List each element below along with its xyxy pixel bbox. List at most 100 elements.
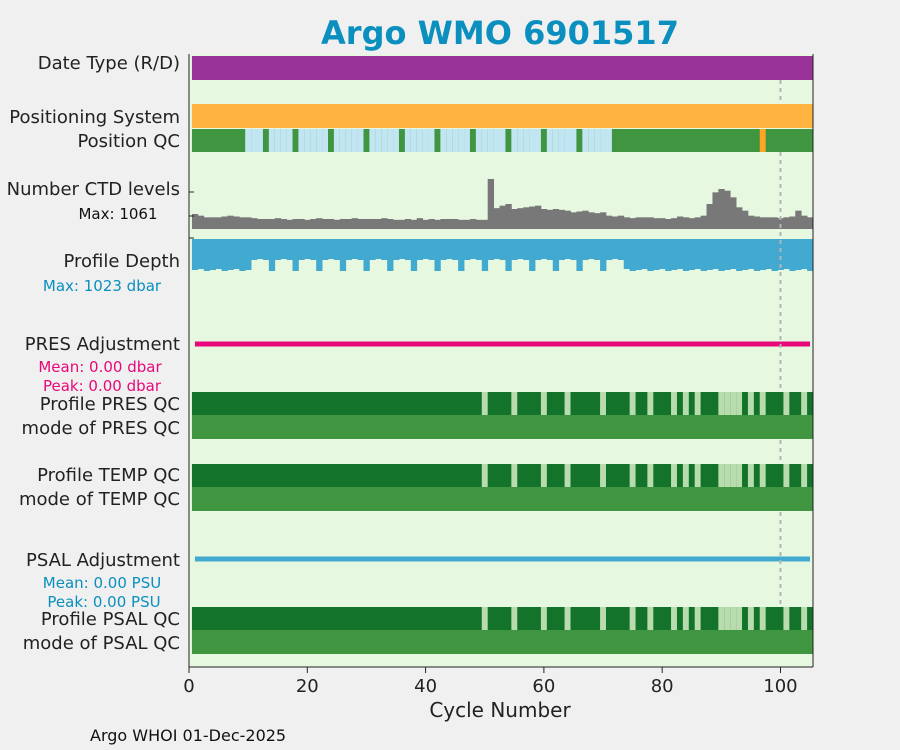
label-mode-temp-qc: mode of TEMP QC (19, 489, 180, 510)
profile-depth-bar (452, 239, 459, 260)
ctd-level-bar (233, 216, 240, 229)
profile-depth-bar (404, 239, 412, 260)
x-tick-label: 0 (183, 676, 194, 697)
ctd-level-bar (653, 218, 660, 229)
profile-depth-bar (410, 239, 418, 271)
position-qc-band (286, 129, 293, 152)
mode-psal-qc-bar (191, 630, 814, 654)
ctd-level-bar (682, 217, 690, 229)
ctd-level-bar (339, 219, 347, 229)
ctd-level-bar (594, 213, 601, 229)
ctd-level-bar (458, 219, 465, 229)
label-mode-psal-qc: mode of PSAL QC (23, 633, 180, 654)
x-axis-ticks: 0 20 40 60 80 100 (183, 191, 798, 697)
profile-depth-bar (227, 239, 234, 270)
position-qc-band (464, 129, 470, 152)
profile-depth-bar (475, 239, 483, 260)
profile-depth-bar (398, 239, 406, 259)
profile-depth-bar (316, 239, 323, 271)
ctd-level-bar (629, 218, 636, 229)
label-profile-temp-qc: Profile TEMP QC (37, 465, 180, 486)
ctd-level-bar (718, 189, 725, 229)
profile-depth-bar (292, 239, 299, 271)
label-profile-depth: Profile Depth (63, 251, 180, 272)
position-qc-band (393, 129, 399, 152)
ctd-level-bar (452, 219, 459, 229)
ctd-level-bar (440, 219, 447, 229)
profile-pres-qc-band (724, 392, 731, 415)
ctd-level-bar (540, 209, 548, 229)
position-qc-band (564, 129, 571, 152)
position-qc-band (351, 129, 358, 152)
position-qc-band (310, 129, 317, 152)
profile-depth-bar (801, 239, 808, 269)
profile-depth-bar (540, 239, 548, 259)
chart-title: Argo WMO 6901517 (321, 14, 679, 52)
profile-depth-bar (700, 239, 707, 271)
profile-depth-bar (742, 239, 749, 270)
position-qc-band (428, 129, 435, 152)
ctd-level-bar (404, 219, 412, 229)
ctd-level-bar (795, 210, 802, 229)
label-psal-adjustment: PSAL Adjustment (26, 550, 180, 571)
profile-depth-bar (416, 239, 424, 260)
ctd-level-bar (393, 219, 400, 229)
profile-depth-bar (322, 239, 329, 260)
profile-temp-qc-band (724, 464, 731, 487)
psal-mean-annotation: Mean: 0.00 PSU (43, 574, 161, 592)
position-qc-band (280, 129, 287, 152)
position-qc-band (594, 129, 601, 152)
profile-depth-bar (469, 239, 477, 259)
profile-depth-bar (197, 239, 205, 269)
profile-temp-qc-band (801, 464, 808, 487)
ctd-level-bar (623, 217, 631, 229)
ctd-level-bar (292, 219, 299, 229)
profile-depth-bar (191, 239, 199, 270)
profile-depth-bar (582, 239, 589, 260)
psal-peak-annotation: Peak: 0.00 PSU (47, 593, 160, 611)
profile-depth-bar (203, 239, 211, 271)
ctd-level-bar (777, 218, 784, 229)
ctd-level-bar (505, 204, 512, 229)
position-qc-band (487, 129, 494, 152)
profile-depth-bar (440, 239, 447, 260)
profile-depth-bar (511, 239, 518, 260)
position-qc-band (546, 129, 553, 152)
ctd-level-bar (422, 219, 429, 229)
ctd-level-bar (665, 219, 672, 229)
profile-depth-bar (706, 239, 713, 270)
ctd-level-bar (742, 210, 749, 229)
profile-depth-bar (671, 239, 678, 270)
ctd-level-bar (464, 219, 471, 229)
position-qc-band (570, 129, 577, 152)
profile-depth-bar (635, 239, 642, 270)
profile-depth-bar (274, 239, 282, 260)
profile-depth-bar (736, 239, 743, 271)
ctd-level-bar (410, 219, 418, 229)
position-qc-band (422, 129, 429, 152)
position-qc-band (523, 129, 530, 152)
profile-depth-bar (653, 239, 660, 270)
ctd-level-bar (481, 219, 489, 229)
profile-depth-bar (499, 239, 506, 260)
ctd-level-bar (375, 219, 382, 229)
profile-depth-bar (239, 239, 246, 271)
label-profile-pres-qc: Profile PRES QC (40, 394, 180, 415)
position-qc-band (475, 129, 482, 152)
mode-temp-qc-bar (191, 487, 814, 511)
pres-mean-annotation: Mean: 0.00 dbar (38, 358, 162, 376)
profile-psal-qc-band (730, 607, 737, 630)
profile-temp-qc-band (682, 464, 689, 487)
ctd-level-bar (676, 216, 684, 229)
position-qc-band (316, 129, 323, 152)
profile-depth-bar (576, 239, 583, 271)
x-axis-label: Cycle Number (429, 698, 571, 722)
profile-depth-bar (257, 239, 264, 259)
profile-depth-bar (529, 239, 536, 271)
profile-depth-bar (611, 239, 619, 259)
ctd-level-bar (416, 218, 424, 229)
ctd-level-bar (197, 215, 205, 229)
position-qc-band (322, 129, 328, 152)
ctd-level-bar (363, 219, 370, 229)
label-mode-pres-qc: mode of PRES QC (22, 418, 180, 439)
